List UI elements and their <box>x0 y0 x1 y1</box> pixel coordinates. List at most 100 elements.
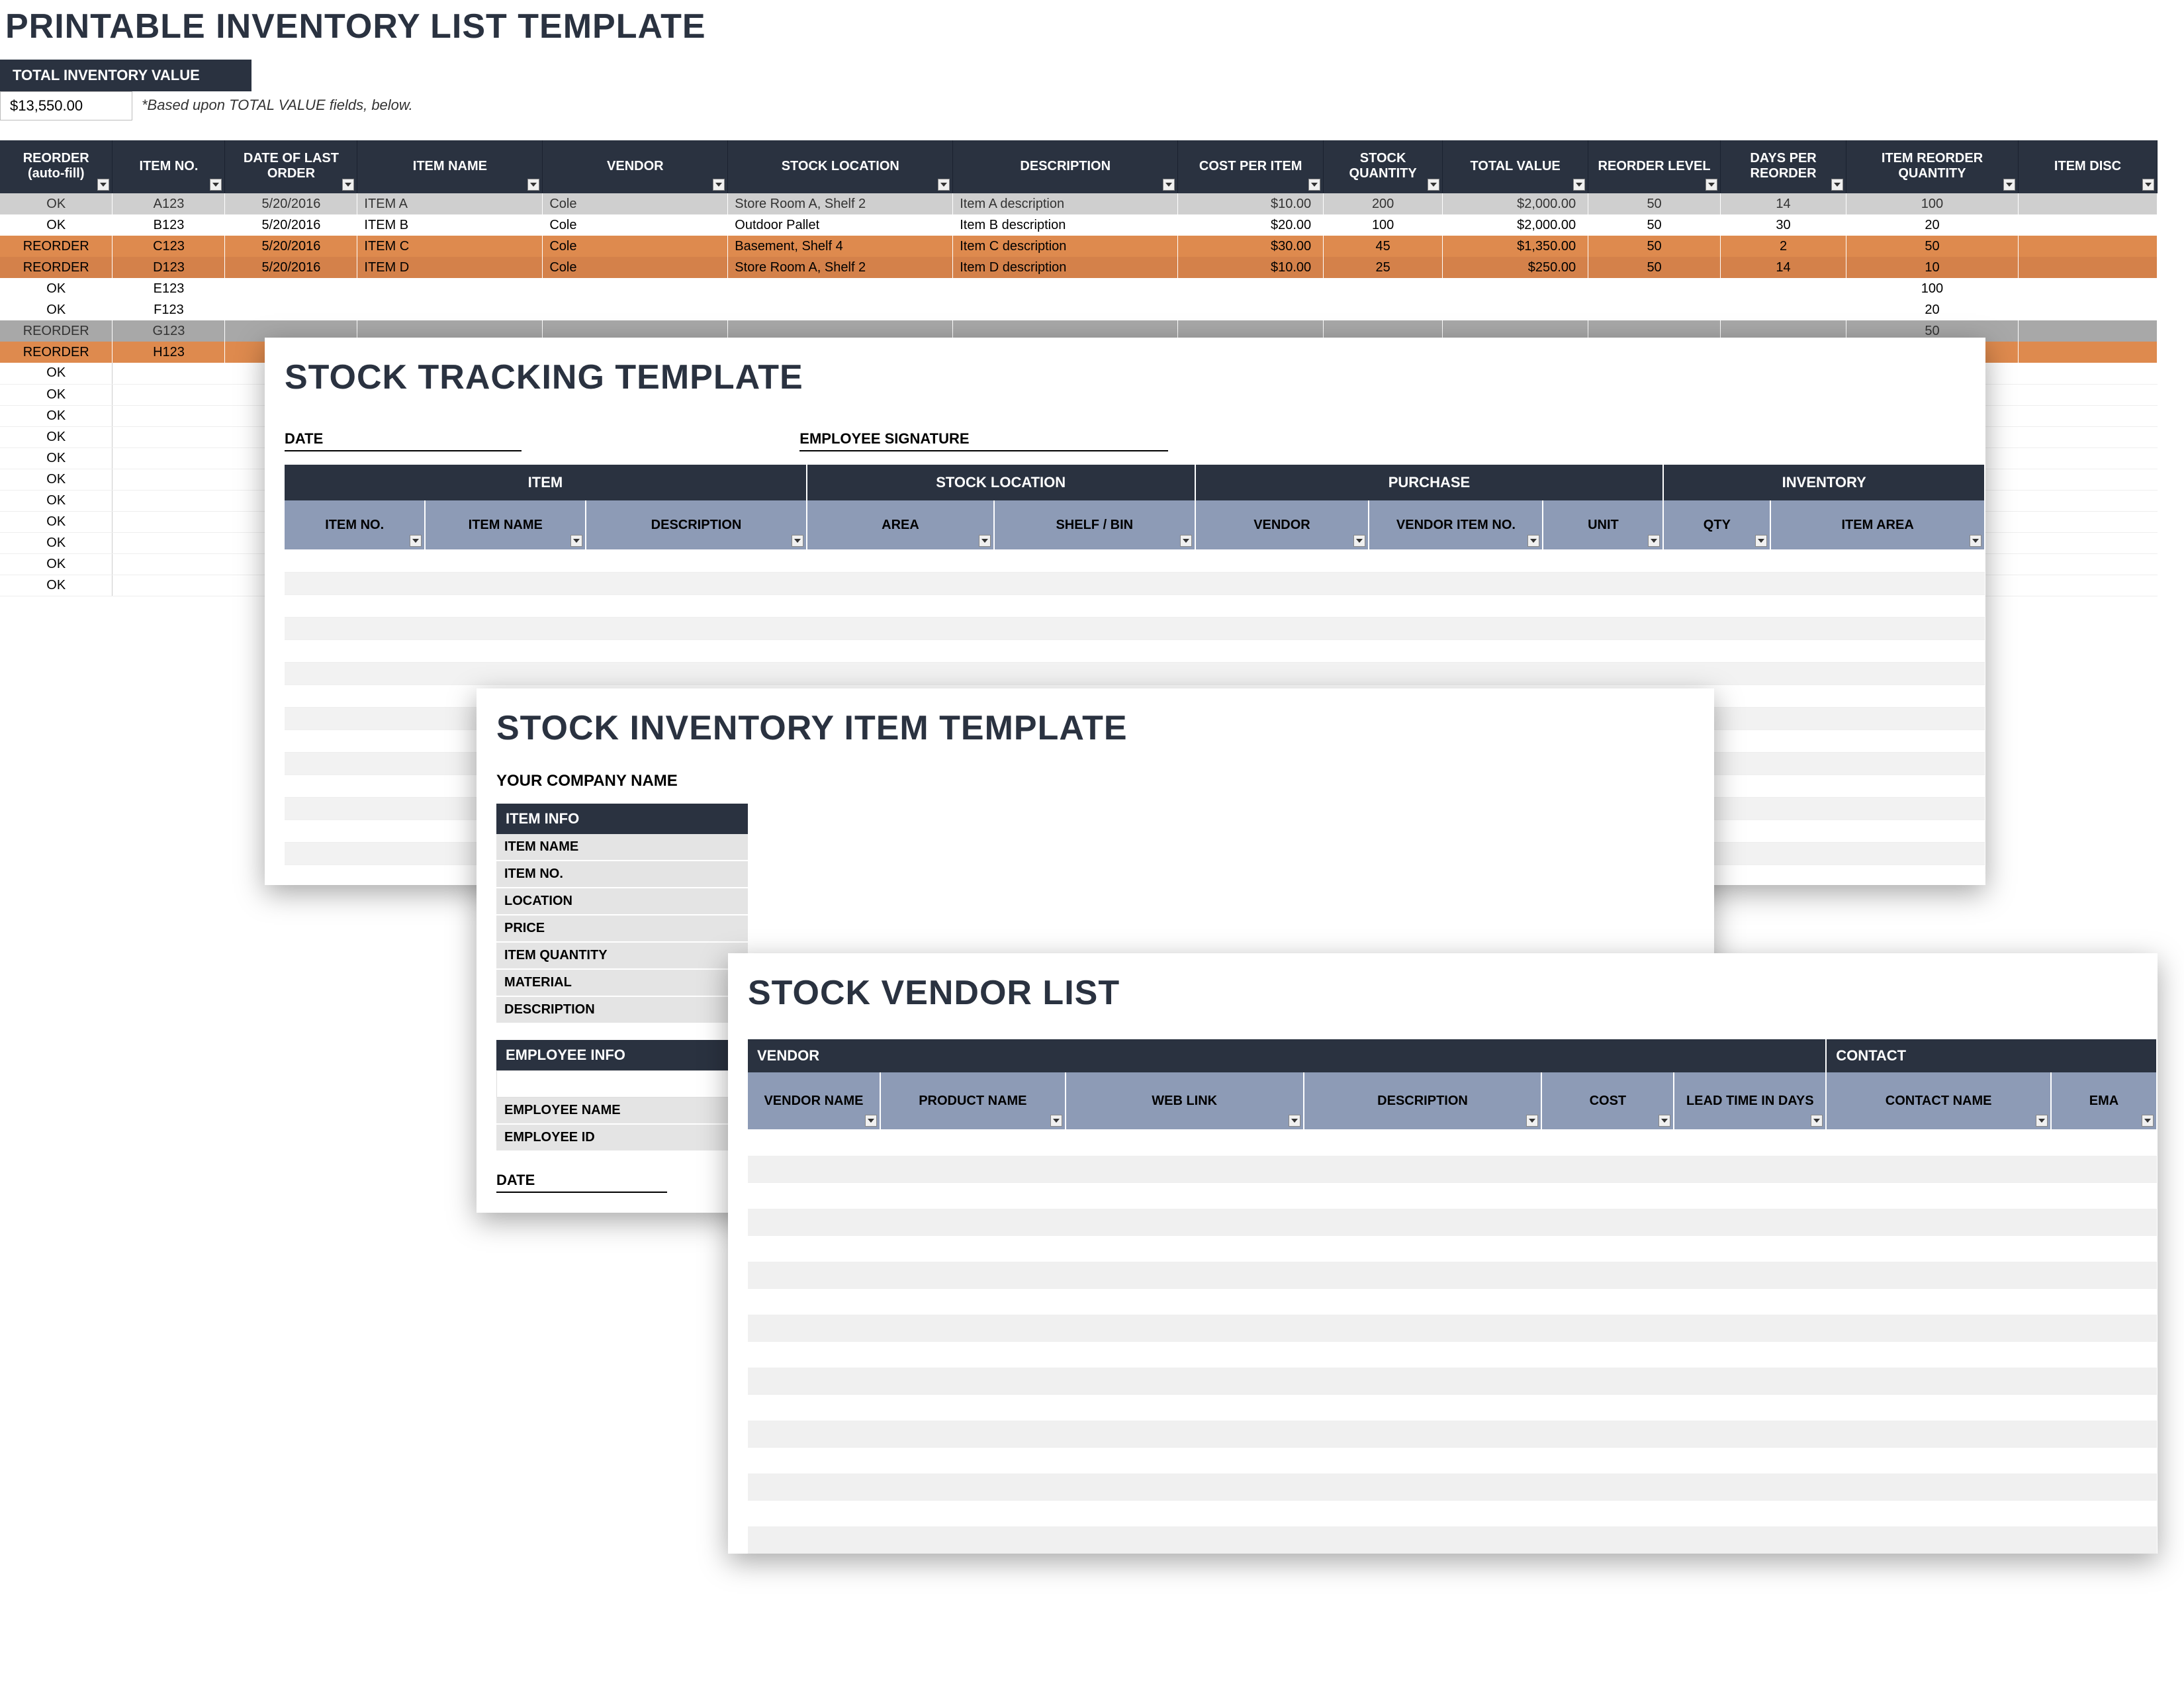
vendor: Cole <box>543 257 728 278</box>
inv-col-header[interactable]: DESCRIPTION <box>953 140 1178 193</box>
inventory-row[interactable]: REORDERC1235/20/2016ITEM CColeBasement, … <box>0 236 2158 257</box>
filter-icon[interactable] <box>342 179 354 191</box>
inv-col-header[interactable]: DATE OF LAST ORDER <box>225 140 357 193</box>
tracking-sub-header[interactable]: ITEM AREA <box>1770 500 1985 549</box>
inv-col-header[interactable]: VENDOR <box>543 140 728 193</box>
tracking-sub-header[interactable]: VENDOR ITEM NO. <box>1369 500 1543 549</box>
filter-icon[interactable] <box>1755 535 1767 547</box>
filter-icon[interactable] <box>1308 179 1320 191</box>
inv-col-header[interactable]: REORDER (auto-fill) <box>0 140 113 193</box>
inventory-row[interactable]: OKA1235/20/2016ITEM AColeStore Room A, S… <box>0 193 2158 214</box>
tracking-row[interactable] <box>285 617 1985 639</box>
tracking-row[interactable] <box>285 572 1985 594</box>
vendor-sub-header[interactable]: COST <box>1541 1072 1674 1129</box>
inventory-row[interactable]: OKE123100 <box>0 278 2158 299</box>
filter-icon[interactable] <box>1353 535 1365 547</box>
tracking-sub-header[interactable]: QTY <box>1663 500 1770 549</box>
vendor-sub-header[interactable]: LEAD TIME IN DAYS <box>1674 1072 1826 1129</box>
vendor-row[interactable] <box>748 1394 2157 1421</box>
inv-col-header[interactable]: STOCK LOCATION <box>728 140 953 193</box>
filter-icon[interactable] <box>1970 535 1981 547</box>
tracking-sub-header[interactable]: SHELF / BIN <box>994 500 1195 549</box>
tracking-sub-header[interactable]: ITEM NAME <box>425 500 586 549</box>
inventory-row[interactable]: OKF12320 <box>0 299 2158 320</box>
filter-icon[interactable] <box>713 179 725 191</box>
tracking-row[interactable] <box>285 594 1985 617</box>
inv-col-header[interactable]: ITEM DISC <box>2018 140 2157 193</box>
filter-icon[interactable] <box>865 1115 877 1127</box>
inv-col-header[interactable]: ITEM NAME <box>357 140 543 193</box>
inv-col-header[interactable]: TOTAL VALUE <box>1443 140 1588 193</box>
vendor-row[interactable] <box>748 1500 2157 1526</box>
vendor-row[interactable] <box>748 1156 2157 1182</box>
filter-icon[interactable] <box>1573 179 1585 191</box>
tracking-row[interactable] <box>285 662 1985 684</box>
filter-icon[interactable] <box>1526 1115 1538 1127</box>
tracking-sub-header[interactable]: DESCRIPTION <box>586 500 807 549</box>
inv-col-header[interactable]: ITEM NO. <box>113 140 225 193</box>
vendor-sub-header[interactable]: VENDOR NAME <box>748 1072 880 1129</box>
filter-icon[interactable] <box>1648 535 1660 547</box>
vendor-row[interactable] <box>748 1447 2157 1474</box>
vendor-row[interactable] <box>748 1315 2157 1341</box>
filter-icon[interactable] <box>1180 535 1192 547</box>
vendor-sub-header[interactable]: WEB LINK <box>1066 1072 1304 1129</box>
inv-col-header[interactable]: STOCK QUANTITY <box>1324 140 1443 193</box>
tracking-row[interactable] <box>285 549 1985 572</box>
tracking-sub-header[interactable]: ITEM NO. <box>285 500 425 549</box>
filter-icon[interactable] <box>2003 179 2015 191</box>
vendor-row[interactable] <box>748 1526 2157 1553</box>
item-no: G123 <box>113 320 225 342</box>
filter-icon[interactable] <box>1527 535 1539 547</box>
filter-icon[interactable] <box>1289 1115 1300 1127</box>
tracking-sub-header[interactable]: VENDOR <box>1195 500 1369 549</box>
filter-icon[interactable] <box>979 535 991 547</box>
vendor-row[interactable] <box>748 1421 2157 1447</box>
inv-col-header[interactable]: COST PER ITEM <box>1178 140 1324 193</box>
filter-icon[interactable] <box>1706 179 1717 191</box>
vendor-row[interactable] <box>748 1474 2157 1500</box>
filter-icon[interactable] <box>527 179 539 191</box>
vendor-sub-header[interactable]: CONTACT NAME <box>1826 1072 2051 1129</box>
inventory-row[interactable]: OKB1235/20/2016ITEM BColeOutdoor PalletI… <box>0 214 2158 236</box>
tracking-sub-header[interactable]: UNIT <box>1543 500 1663 549</box>
filter-icon[interactable] <box>1831 179 1843 191</box>
vendor-row[interactable] <box>748 1341 2157 1368</box>
vendor-row[interactable] <box>748 1262 2157 1288</box>
filter-icon[interactable] <box>570 535 582 547</box>
item-info-row: LOCATION <box>496 888 748 915</box>
inv-col-header[interactable]: ITEM REORDER QUANTITY <box>1846 140 2019 193</box>
reorder-qty: 20 <box>1846 299 2019 320</box>
filter-icon[interactable] <box>2142 1115 2154 1127</box>
filter-icon[interactable] <box>210 179 222 191</box>
filter-icon[interactable] <box>1428 179 1439 191</box>
filter-icon[interactable] <box>2036 1115 2048 1127</box>
inventory-row[interactable]: REORDERD1235/20/2016ITEM DColeStore Room… <box>0 257 2158 278</box>
filter-icon[interactable] <box>938 179 950 191</box>
filter-icon[interactable] <box>2142 179 2154 191</box>
tracking-row[interactable] <box>285 639 1985 662</box>
filter-icon[interactable] <box>1659 1115 1670 1127</box>
vendor-row[interactable] <box>748 1209 2157 1235</box>
vendor-sub-header[interactable]: PRODUCT NAME <box>880 1072 1066 1129</box>
filter-icon[interactable] <box>1050 1115 1062 1127</box>
reorder-status: OK <box>0 553 113 575</box>
vendor-row[interactable] <box>748 1368 2157 1394</box>
tracking-sub-header[interactable]: AREA <box>807 500 994 549</box>
vendor-sub-header[interactable]: DESCRIPTION <box>1304 1072 1542 1129</box>
filter-icon[interactable] <box>97 179 109 191</box>
item-info-row: ITEM NO. <box>496 861 748 888</box>
vendor-row[interactable] <box>748 1182 2157 1209</box>
filter-icon[interactable] <box>792 535 803 547</box>
vendor-sub-header[interactable]: EMA <box>2051 1072 2157 1129</box>
vendor-row[interactable] <box>748 1129 2157 1156</box>
vendor-row[interactable] <box>748 1235 2157 1262</box>
filter-icon[interactable] <box>1163 179 1175 191</box>
tracking-signature-label: EMPLOYEE SIGNATURE <box>799 430 1167 451</box>
inv-col-header[interactable]: DAYS PER REORDER <box>1721 140 1846 193</box>
filter-icon[interactable] <box>1811 1115 1823 1127</box>
filter-icon[interactable] <box>410 535 422 547</box>
days-per-reorder <box>1721 299 1846 320</box>
vendor-row[interactable] <box>748 1288 2157 1315</box>
inv-col-header[interactable]: REORDER LEVEL <box>1588 140 1721 193</box>
